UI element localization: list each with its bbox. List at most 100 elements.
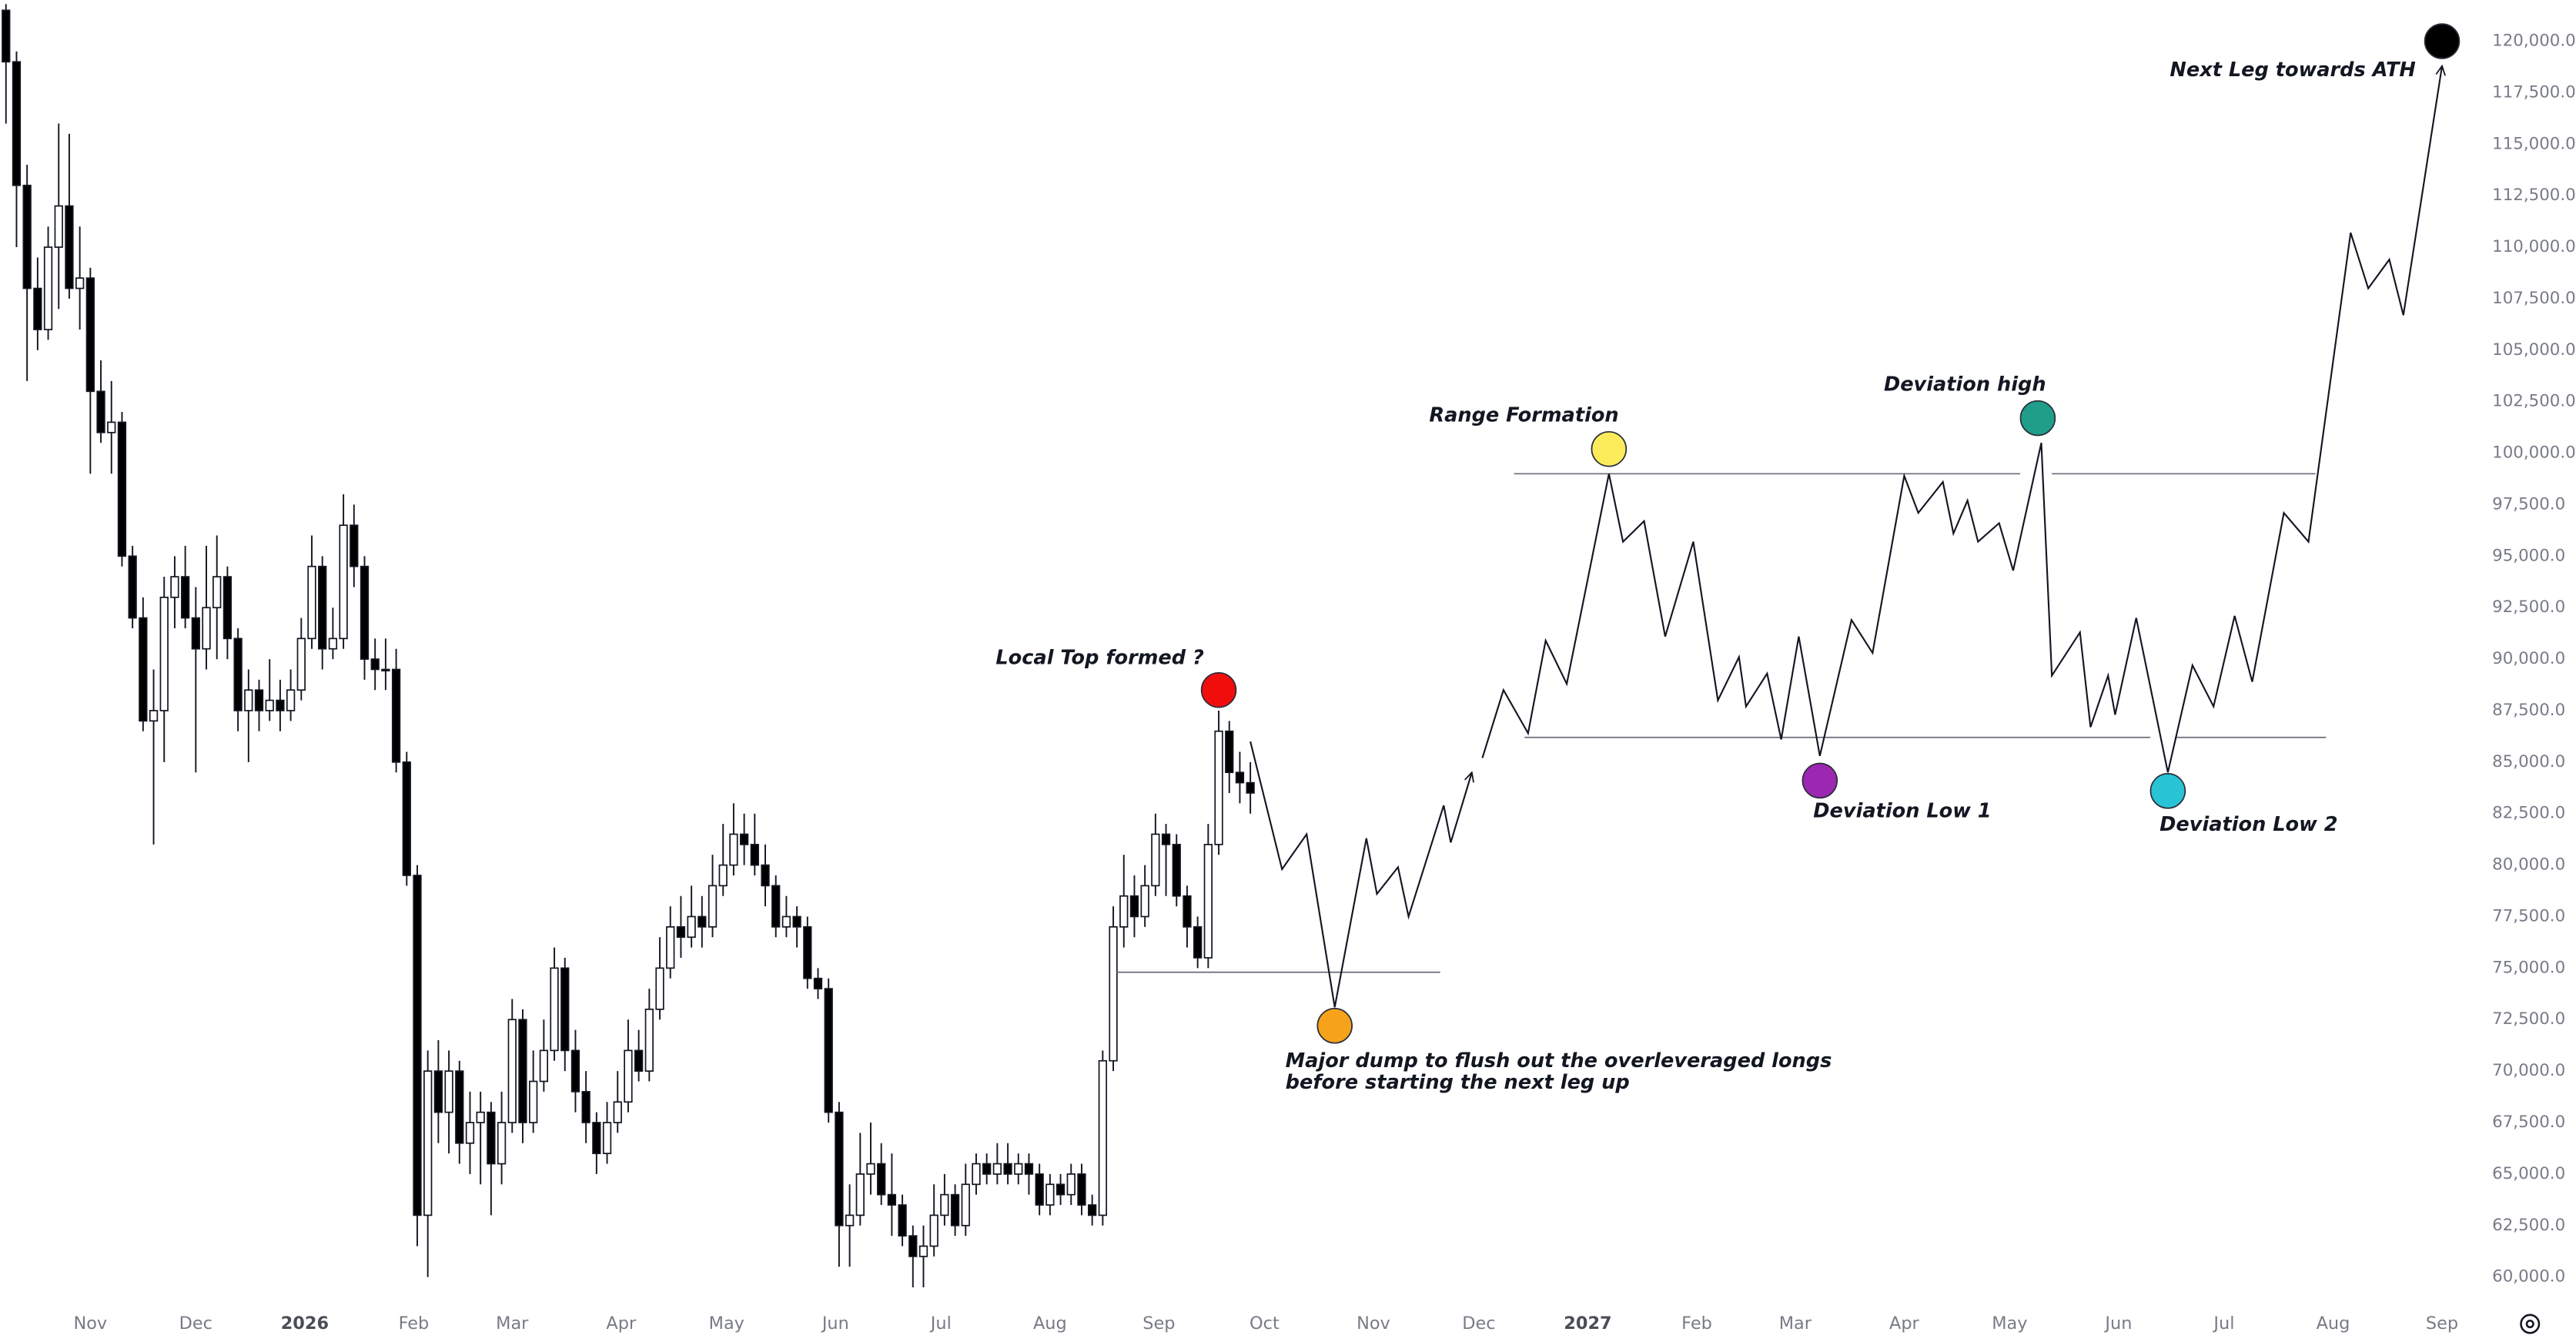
candle-body: [296, 638, 306, 691]
candle-body: [982, 1163, 992, 1175]
y-tick-label: 60,000.0: [2492, 1267, 2565, 1287]
y-tick-label: 120,000.0: [2492, 32, 2576, 51]
candle-body: [170, 576, 179, 598]
annotation-text: Major dump to flush out the overleverage…: [1286, 1049, 1832, 1073]
candle-body: [265, 699, 274, 711]
candle-body: [202, 607, 211, 650]
candle-body: [761, 864, 770, 887]
candle-body: [307, 565, 316, 640]
candle-body: [286, 689, 296, 711]
candle-body: [85, 277, 95, 393]
candle-body: [698, 915, 707, 928]
y-tick-label: 67,500.0: [2492, 1113, 2565, 1132]
candle-body: [1151, 833, 1160, 887]
x-tick-label: Apr: [606, 1314, 637, 1334]
marker-dot: [1200, 671, 1237, 708]
marker-dot: [1802, 762, 1838, 799]
y-tick-label: 110,000.0: [2492, 237, 2576, 256]
candle-body: [560, 967, 570, 1052]
candle-body: [276, 699, 285, 711]
candle-body: [22, 184, 32, 289]
annotation-text: Next Leg towards ATH: [2170, 59, 2415, 82]
candle-body: [718, 864, 728, 887]
y-tick-label: 105,000.0: [2492, 340, 2576, 360]
x-tick-label: 2026: [281, 1314, 329, 1334]
candle-body: [644, 1009, 654, 1072]
candle-body: [487, 1111, 496, 1165]
candle-body: [1077, 1173, 1086, 1206]
candle-body: [96, 390, 105, 433]
y-tick-label: 92,500.0: [2492, 597, 2565, 617]
settings-icon-core[interactable]: [2525, 1319, 2534, 1329]
candle-body: [1161, 833, 1171, 845]
candle-body: [1193, 926, 1203, 959]
candle-body: [402, 761, 411, 876]
x-tick-label: Jun: [821, 1314, 849, 1334]
x-tick-label: Jul: [2212, 1314, 2234, 1334]
x-tick-label: Dec: [179, 1314, 212, 1334]
candle-body: [1214, 730, 1223, 845]
marker-dot: [2424, 23, 2461, 59]
candle-body: [1066, 1173, 1076, 1196]
y-tick-label: 75,000.0: [2492, 958, 2565, 977]
candle-body: [1235, 771, 1245, 784]
candle-body: [739, 833, 749, 845]
candle-body: [107, 421, 116, 433]
annotation-text: Deviation high: [1884, 373, 2046, 396]
x-tick-label: Sep: [2426, 1314, 2458, 1334]
candle-body: [455, 1070, 464, 1144]
y-tick-label: 82,500.0: [2492, 804, 2565, 823]
candle-body: [328, 638, 338, 650]
x-tick-label: May: [1992, 1314, 2027, 1334]
candle-body: [149, 710, 159, 722]
candle-body: [940, 1193, 949, 1217]
x-tick-label: Jul: [929, 1314, 952, 1334]
marker-dot: [2019, 400, 2056, 437]
candle-body: [318, 565, 327, 650]
candle-body: [929, 1214, 938, 1247]
candle-body: [476, 1111, 485, 1123]
y-tick-label: 102,500.0: [2492, 392, 2576, 411]
candle-body: [1246, 781, 1255, 794]
candle-body: [855, 1173, 865, 1217]
y-tick-label: 97,500.0: [2492, 494, 2565, 514]
marker-dot: [2149, 773, 2186, 809]
candle-body: [803, 926, 812, 979]
candle-body: [613, 1101, 622, 1123]
candle-body: [972, 1163, 981, 1186]
projection-line: [1481, 66, 2442, 773]
axes: 60,000.0 62,500.0 65,000.0 67,500.0 70,000.0…: [73, 32, 2575, 1334]
x-tick-label: Mar: [1779, 1314, 1812, 1334]
candle-body: [1003, 1163, 1012, 1175]
candle-body: [128, 555, 137, 619]
candle-body: [771, 885, 781, 928]
candle-body: [2, 9, 11, 63]
candle-body: [43, 246, 53, 330]
candle-body: [950, 1193, 960, 1227]
y-tick-label: 95,000.0: [2492, 546, 2565, 565]
candle-body: [518, 1019, 527, 1123]
candle-body: [222, 576, 233, 640]
settings-icon-ring[interactable]: [2520, 1314, 2541, 1334]
candle-body: [824, 988, 833, 1113]
candle-body: [918, 1245, 928, 1257]
y-tick-label: 80,000.0: [2492, 855, 2565, 875]
x-tick-label: Aug: [1033, 1314, 1067, 1334]
candle-body: [992, 1163, 1002, 1175]
marker-dot: [1591, 430, 1628, 467]
annotation-text: Deviation Low 2: [2159, 813, 2337, 836]
marker-dot: [1316, 1008, 1353, 1044]
candle-body: [117, 421, 127, 557]
settings-button[interactable]: [2520, 1314, 2541, 1334]
candle-body: [350, 524, 359, 567]
plot-area: Local Top formed ? Major dump to flush ou…: [2, 4, 2461, 1288]
candle-body: [159, 596, 169, 711]
x-tick-label: Nov: [73, 1314, 107, 1334]
candle-body: [423, 1070, 433, 1217]
candle-body: [75, 277, 85, 289]
candle-body: [750, 843, 759, 866]
candle-body: [550, 967, 559, 1052]
candle-body: [687, 915, 696, 939]
candle-body: [1014, 1163, 1023, 1175]
